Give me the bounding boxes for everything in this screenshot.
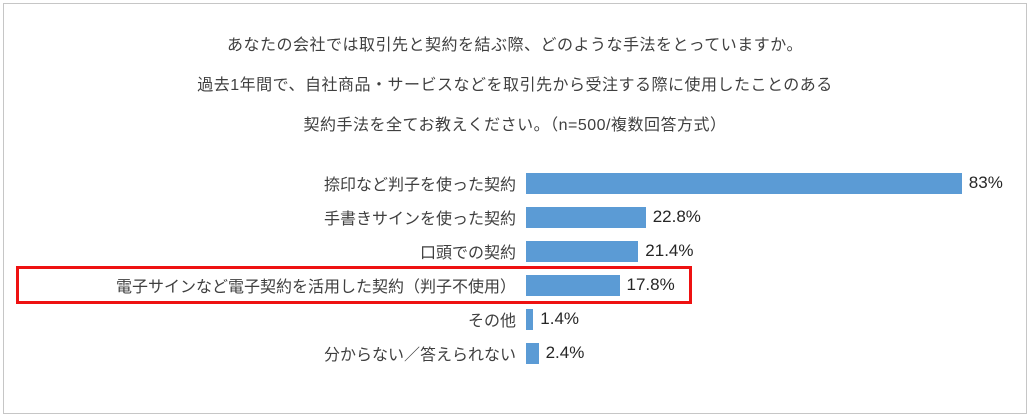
- bar-row: 手書きサインを使った契約 22.8%: [22, 200, 1008, 234]
- chart-title-line-3: 契約手法を全てお教えください。（n=500/複数回答方式）: [303, 117, 727, 134]
- bar-chart: 捺印など判子を使った契約 83% 手書きサインを使った契約 22.8% 口頭での契約 21…: [4, 166, 1026, 370]
- bar: [526, 172, 962, 194]
- bar-label: 捺印など判子を使った契約: [323, 177, 516, 194]
- bar-label: 電子サインなど電子契約を活用した契約（判子不使用）: [115, 279, 516, 296]
- bar-row: 電子サインなど電子契約を活用した契約（判子不使用） 17.8%: [16, 266, 1008, 304]
- bar: [526, 240, 639, 262]
- bar: [526, 274, 620, 296]
- value-label: 1.4%: [540, 309, 580, 328]
- bar: [526, 342, 539, 364]
- bar: [526, 206, 646, 228]
- value-label: 21.4%: [645, 241, 694, 260]
- chart-title-line-1: あなたの会社では取引先と契約を結ぶ際、どのような手法をとっていますか。: [227, 37, 803, 54]
- bar-row: 分からない／答えられない 2.4%: [22, 336, 1008, 370]
- value-label: 2.4%: [545, 343, 585, 362]
- chart-frame: あなたの会社では取引先と契約を結ぶ際、どのような手法をとっていますか。 過去1年…: [3, 3, 1027, 414]
- bar-label: その他: [467, 313, 516, 330]
- bar: [526, 308, 534, 330]
- chart-title: あなたの会社では取引先と契約を結ぶ際、どのような手法をとっていますか。 過去1年…: [4, 4, 1026, 146]
- value-label: 83%: [968, 173, 1003, 192]
- bar-row: その他 1.4%: [22, 302, 1008, 336]
- bar-label: 分からない／答えられない: [323, 347, 516, 364]
- value-label: 22.8%: [652, 207, 701, 226]
- value-label: 17.8%: [626, 275, 675, 294]
- bar-label: 手書きサインを使った契約: [323, 211, 516, 228]
- bar-label: 口頭での契約: [419, 245, 516, 262]
- bar-row: 捺印など判子を使った契約 83%: [22, 166, 1008, 200]
- chart-title-line-2: 過去1年間で、自社商品・サービスなどを取引先から受注する際に使用したことのある: [197, 77, 833, 94]
- bar-row: 口頭での契約 21.4%: [22, 234, 1008, 268]
